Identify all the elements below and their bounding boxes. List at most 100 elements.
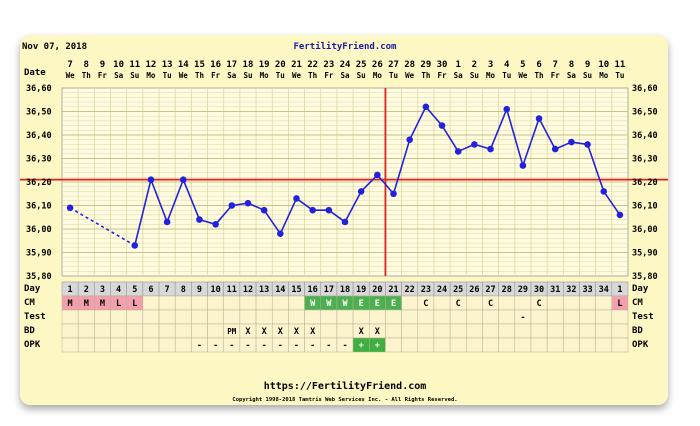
weekday-label: Mo bbox=[260, 71, 270, 80]
opk-cell bbox=[530, 337, 548, 353]
temp-point bbox=[260, 206, 268, 214]
opk-cell bbox=[385, 337, 402, 353]
day-label: 13 bbox=[259, 285, 269, 295]
test-cell bbox=[158, 309, 176, 325]
weekday-label: Su bbox=[583, 71, 592, 80]
y-tick-label: 36,30 bbox=[26, 155, 52, 165]
day-label: 3 bbox=[100, 285, 105, 295]
date-label: 21 bbox=[291, 60, 302, 70]
opk-cell bbox=[449, 337, 467, 353]
day-label: 26 bbox=[469, 285, 479, 295]
test-cell bbox=[482, 309, 499, 325]
day-label: 6 bbox=[148, 285, 153, 295]
opk-cell bbox=[126, 337, 144, 353]
date-label: 4 bbox=[504, 60, 510, 70]
weekday-label: Su bbox=[243, 71, 252, 80]
temp-segment bbox=[328, 209, 346, 223]
temp-segment bbox=[133, 179, 152, 246]
date-label: 24 bbox=[340, 60, 351, 70]
temp-segment bbox=[215, 204, 233, 225]
cm-value: C bbox=[536, 299, 541, 309]
temp-point bbox=[163, 218, 171, 226]
cm-cell bbox=[223, 295, 241, 311]
day-row-label: Day bbox=[24, 284, 41, 294]
bd-cell bbox=[142, 323, 160, 339]
test-cell bbox=[579, 309, 596, 325]
temp-segment bbox=[392, 139, 411, 194]
weekday-label: Sa bbox=[340, 71, 350, 80]
test-value: - bbox=[520, 313, 525, 323]
weekday-label: Th bbox=[421, 71, 430, 80]
cm-cell bbox=[514, 295, 532, 311]
opk-value: - bbox=[326, 341, 331, 351]
test-cell bbox=[530, 309, 548, 325]
cm-row-label: CM bbox=[24, 298, 35, 308]
opk-value: + bbox=[359, 341, 364, 351]
temp-point bbox=[212, 221, 219, 228]
weekday-label: We bbox=[66, 71, 76, 80]
weekday-label: Tu bbox=[163, 71, 172, 80]
day-label: 28 bbox=[502, 285, 512, 295]
temp-point bbox=[519, 162, 527, 169]
cm-cell bbox=[498, 295, 516, 311]
bd-cell bbox=[530, 323, 548, 339]
test-cell bbox=[401, 309, 419, 325]
test-cell bbox=[255, 309, 273, 325]
temp-segment bbox=[603, 190, 621, 216]
test-cell bbox=[595, 309, 613, 325]
opk-cell bbox=[77, 337, 95, 353]
day-label: 14 bbox=[275, 285, 285, 295]
opk-value: - bbox=[245, 341, 250, 351]
test-cell bbox=[369, 309, 386, 325]
temp-point bbox=[325, 206, 333, 214]
day-label: 29 bbox=[518, 285, 528, 295]
opk-row-label-right: OPK bbox=[632, 340, 649, 350]
temp-point bbox=[600, 188, 608, 195]
temp-point bbox=[131, 242, 139, 249]
weekday-label: Tu bbox=[615, 71, 624, 80]
bd-value: X bbox=[294, 327, 299, 337]
weekday-label: Sa bbox=[567, 71, 577, 80]
cm-cell bbox=[239, 295, 257, 311]
cm-row-label-right: CM bbox=[632, 298, 643, 308]
opk-cell bbox=[611, 337, 629, 353]
temp-segment bbox=[166, 179, 185, 223]
date-label: 12 bbox=[146, 60, 157, 70]
header-date: Nov 07, 2018 bbox=[22, 42, 87, 52]
date-label: 20 bbox=[275, 60, 286, 70]
bd-cell bbox=[61, 323, 79, 339]
y-tick-label-right: 36,60 bbox=[632, 84, 658, 94]
bd-cell bbox=[611, 323, 629, 339]
date-label: 27 bbox=[388, 60, 399, 70]
weekday-label: Sa bbox=[227, 71, 237, 80]
cm-cell bbox=[546, 295, 564, 311]
y-tick-label-right: 36,40 bbox=[632, 131, 658, 141]
date-label: 11 bbox=[129, 60, 140, 70]
cm-cell bbox=[255, 295, 273, 311]
bd-value: X bbox=[375, 327, 380, 337]
date-label: 14 bbox=[178, 60, 189, 70]
test-cell bbox=[563, 309, 580, 325]
y-tick-label: 36,00 bbox=[26, 225, 52, 235]
day-label: 20 bbox=[372, 285, 382, 295]
temp-segment bbox=[263, 209, 281, 235]
temp-point bbox=[341, 218, 349, 226]
temp-segment bbox=[408, 106, 427, 141]
temp-point bbox=[374, 171, 381, 179]
temp-point bbox=[293, 195, 300, 202]
cm-cell bbox=[271, 295, 289, 311]
date-label: 19 bbox=[259, 60, 270, 70]
temp-point bbox=[438, 122, 446, 129]
weekday-label: Fr bbox=[98, 71, 108, 80]
test-cell bbox=[352, 309, 370, 325]
test-cell bbox=[385, 309, 402, 325]
test-cell bbox=[433, 309, 451, 325]
weekday-label: Mo bbox=[373, 71, 383, 80]
cm-cell bbox=[466, 295, 483, 311]
opk-value: - bbox=[229, 341, 234, 351]
temp-segment bbox=[150, 179, 168, 223]
day-label: 15 bbox=[291, 285, 301, 295]
labels: Nov 07, 2018 FertilityFriend.com Date Da… bbox=[22, 41, 658, 403]
temp-segment bbox=[538, 118, 556, 150]
date-label: 7 bbox=[553, 60, 558, 70]
